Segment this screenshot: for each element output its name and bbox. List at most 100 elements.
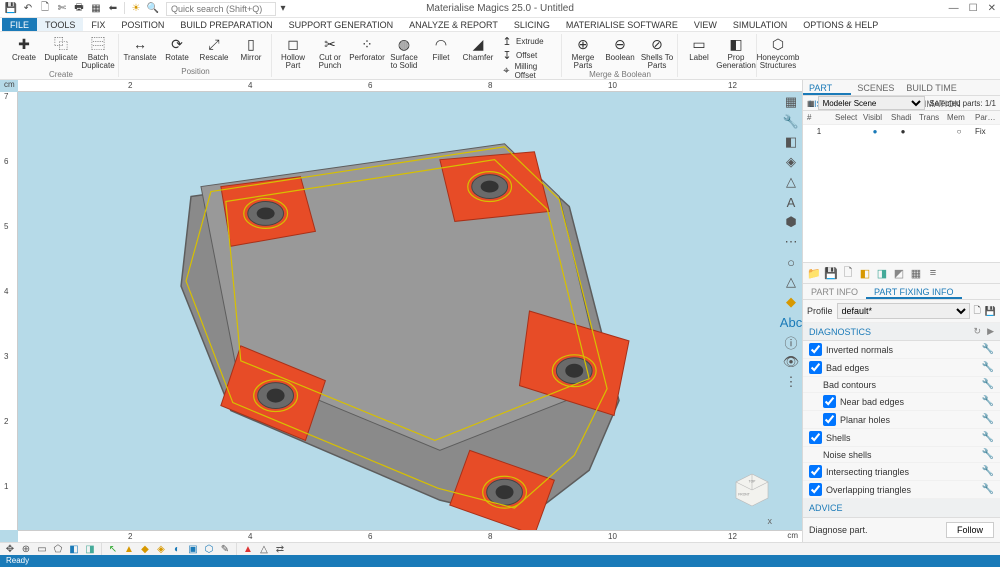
bt-poly-icon[interactable]: ⬠ — [52, 543, 64, 555]
diag-refresh-icon[interactable]: ↻ — [974, 326, 982, 337]
diag-bad-contours[interactable]: Bad contours🔧 — [803, 377, 1000, 393]
menu-tab-support-generation[interactable]: SUPPORT GENERATION — [281, 18, 402, 31]
profile-save-icon[interactable]: 💾 — [985, 306, 996, 317]
ribbon-milling-offset[interactable]: ⌖Milling Offset — [498, 62, 558, 80]
follow-button[interactable]: Follow — [946, 522, 994, 538]
right-tab-build-time-estimation[interactable]: BUILD TIME ESTIMATION — [900, 80, 1000, 95]
diag-fix-icon[interactable]: 🔧 — [982, 449, 994, 460]
ribbon-translate[interactable]: ↔Translate — [123, 34, 157, 62]
tool-grid-icon[interactable]: ▦ — [909, 266, 923, 280]
menu-tab-view[interactable]: VIEW — [686, 18, 725, 31]
palette-info-icon[interactable]: ⓘ — [783, 334, 799, 350]
tool-cube3-icon[interactable]: ◩ — [892, 266, 906, 280]
bt-cube-icon[interactable]: ◧ — [68, 543, 80, 555]
palette-wrench-icon[interactable]: 🔧 — [783, 114, 799, 130]
bt-pointer-icon[interactable]: ✥ — [4, 543, 16, 555]
tool-open-icon[interactable]: 📁 — [807, 266, 821, 280]
diag-fix-icon[interactable]: 🔧 — [982, 379, 994, 390]
scene-icon[interactable]: ▦ — [89, 2, 103, 16]
ribbon-chamfer[interactable]: ◢Chamfer — [461, 34, 495, 62]
ribbon-create[interactable]: ✚Create — [7, 34, 41, 62]
search-input[interactable] — [166, 2, 276, 16]
bt-tri-icon[interactable]: ▲ — [123, 543, 135, 555]
diag-noise-shells[interactable]: Noise shells🔧 — [803, 447, 1000, 463]
palette-solid-icon[interactable]: ⬢ — [783, 214, 799, 230]
bt-plane-icon[interactable]: ◆ — [139, 543, 151, 555]
minimize-button[interactable]: — — [949, 3, 959, 14]
diag-fix-icon[interactable]: 🔧 — [982, 466, 994, 477]
3d-viewport[interactable]: TOP FRONT x — [18, 92, 802, 530]
diag-run-icon[interactable]: ▶ — [987, 326, 994, 337]
palette-shade-icon[interactable]: ◈ — [783, 154, 799, 170]
close-button[interactable]: ✕ — [988, 3, 996, 14]
ribbon-perforator[interactable]: ⁘Perforator — [350, 34, 384, 62]
ribbon-cut-or-punch[interactable]: ✂Cut or Punch — [313, 34, 347, 70]
palette-tri-icon[interactable]: △ — [783, 174, 799, 190]
diag-fix-icon[interactable]: 🔧 — [982, 362, 994, 373]
tool-save-icon[interactable]: 💾 — [824, 266, 838, 280]
bt-zoom-icon[interactable]: ⊕ — [20, 543, 32, 555]
zoom-icon[interactable]: 🔍 — [146, 2, 160, 16]
palette-grid-icon[interactable]: ▦ — [783, 94, 799, 110]
menu-tab-analyze-report[interactable]: ANALYZE & REPORT — [401, 18, 506, 31]
palette-up-icon[interactable]: △ — [783, 274, 799, 290]
diag-shells[interactable]: Shells🔧 — [803, 429, 1000, 447]
tool-doc-icon[interactable]: 🗋 — [841, 266, 855, 280]
maximize-button[interactable]: ☐ — [969, 3, 978, 14]
ribbon-hollow-part[interactable]: ◻Hollow Part — [276, 34, 310, 70]
palette-color-icon[interactable]: ◆ — [783, 294, 799, 310]
bt-unmark-icon[interactable]: △ — [258, 543, 270, 555]
ribbon-prop-generation[interactable]: ◧Prop Generation — [719, 34, 753, 70]
diag-planar-holes[interactable]: Planar holes🔧 — [803, 411, 1000, 429]
palette-text-icon[interactable]: Abc — [783, 314, 799, 330]
info-tab-part-fixing-info[interactable]: PART FIXING INFO — [866, 284, 962, 299]
ribbon-surface-to-solid[interactable]: ◍Surface to Solid — [387, 34, 421, 70]
info-tab-part-info[interactable]: PART INFO — [803, 284, 866, 299]
menu-tab-tools[interactable]: TOOLS — [37, 18, 83, 31]
diag-intersecting-triangles[interactable]: Intersecting triangles🔧 — [803, 463, 1000, 481]
diag-fix-icon[interactable]: 🔧 — [982, 344, 994, 355]
ribbon-mirror[interactable]: ▯Mirror — [234, 34, 268, 62]
right-tab-part-list[interactable]: PART LIST — [803, 80, 851, 95]
ribbon-shells-to-parts[interactable]: ⊘Shells To Parts — [640, 34, 674, 70]
ribbon-rotate[interactable]: ⟳Rotate — [160, 34, 194, 62]
bt-cube2-icon[interactable]: ◨ — [84, 543, 96, 555]
ribbon-merge-parts[interactable]: ⊕Merge Parts — [566, 34, 600, 70]
menu-tab-slicing[interactable]: SLICING — [506, 18, 558, 31]
ribbon-boolean[interactable]: ⊖Boolean — [603, 34, 637, 62]
palette-circle-icon[interactable]: ○ — [783, 254, 799, 270]
print-icon[interactable]: 🖶 — [72, 2, 86, 16]
bt-win-icon[interactable]: ▣ — [187, 543, 199, 555]
bt-mark-icon[interactable]: ▲ — [242, 543, 254, 555]
menu-tab-materialise-software[interactable]: MATERIALISE SOFTWARE — [558, 18, 686, 31]
tool-list-icon[interactable]: ≡ — [926, 266, 940, 280]
diag-inverted-normals[interactable]: Inverted normals🔧 — [803, 341, 1000, 359]
profile-select[interactable]: default* — [837, 303, 970, 319]
menu-tab-options-help[interactable]: OPTIONS & HELP — [795, 18, 886, 31]
palette-cube-icon[interactable]: ◧ — [783, 134, 799, 150]
part-list-row[interactable]: 1 ● ● ○ Fix — [803, 125, 1000, 138]
bt-brush-icon[interactable]: ✎ — [219, 543, 231, 555]
back-icon[interactable]: ⬅ — [106, 2, 120, 16]
bt-free-icon[interactable]: ⬡ — [203, 543, 215, 555]
cut-icon[interactable]: ✄ — [55, 2, 69, 16]
bt-cursor-icon[interactable]: ↖ — [107, 543, 119, 555]
bt-surf-icon[interactable]: ◈ — [155, 543, 167, 555]
ribbon-label[interactable]: ▭Label — [682, 34, 716, 62]
tool-cube2-icon[interactable]: ◨ — [875, 266, 889, 280]
scene-select[interactable]: Modeler Scene — [818, 96, 926, 110]
diag-bad-edges[interactable]: Bad edges🔧 — [803, 359, 1000, 377]
diag-overlapping-triangles[interactable]: Overlapping triangles🔧 — [803, 481, 1000, 499]
menu-tab-simulation[interactable]: SIMULATION — [725, 18, 795, 31]
bt-select-icon[interactable]: ▭ — [36, 543, 48, 555]
menu-tab-position[interactable]: POSITION — [113, 18, 172, 31]
menu-tab-build-preparation[interactable]: BUILD PREPARATION — [172, 18, 280, 31]
menu-tab-file[interactable]: FILE — [2, 18, 37, 31]
palette-misc-icon[interactable]: ⋮ — [783, 374, 799, 390]
new-icon[interactable]: 🗋 — [38, 2, 52, 16]
diag-fix-icon[interactable]: 🔧 — [982, 432, 994, 443]
profile-reset-icon[interactable]: 🗋 — [974, 303, 981, 319]
bt-shell-icon[interactable]: ◐ — [171, 543, 183, 555]
save-icon[interactable]: 💾 — [4, 2, 18, 16]
tool-cube1-icon[interactable]: ◧ — [858, 266, 872, 280]
